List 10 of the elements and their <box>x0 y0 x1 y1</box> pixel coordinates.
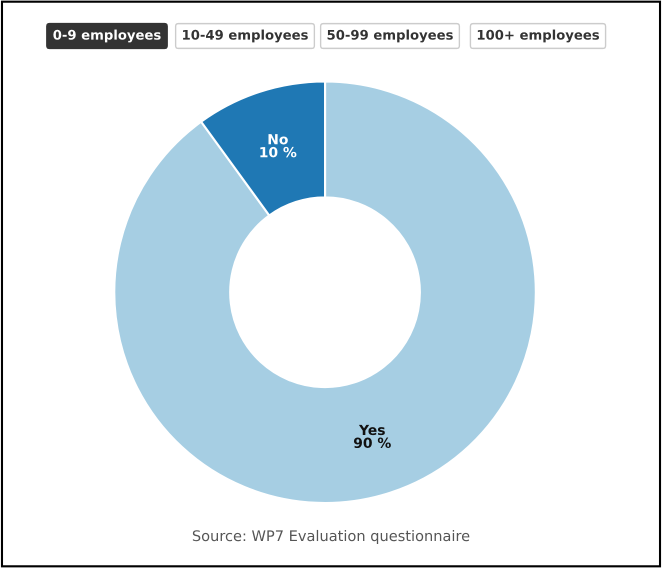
slice-label: Yes <box>358 424 385 436</box>
slice-label: No <box>268 134 288 144</box>
data-label: 10 % <box>260 146 296 158</box>
data-label: 90 % <box>354 438 391 448</box>
text: 100+ employees <box>478 30 600 42</box>
text: 10-49 employees <box>183 30 308 42</box>
text: 0-9 employees <box>53 30 161 42</box>
source-note: Source: WP7 Evaluation questionnaire <box>192 530 470 544</box>
text: 50-99 employees <box>328 30 453 42</box>
donut-slice <box>113 80 537 504</box>
